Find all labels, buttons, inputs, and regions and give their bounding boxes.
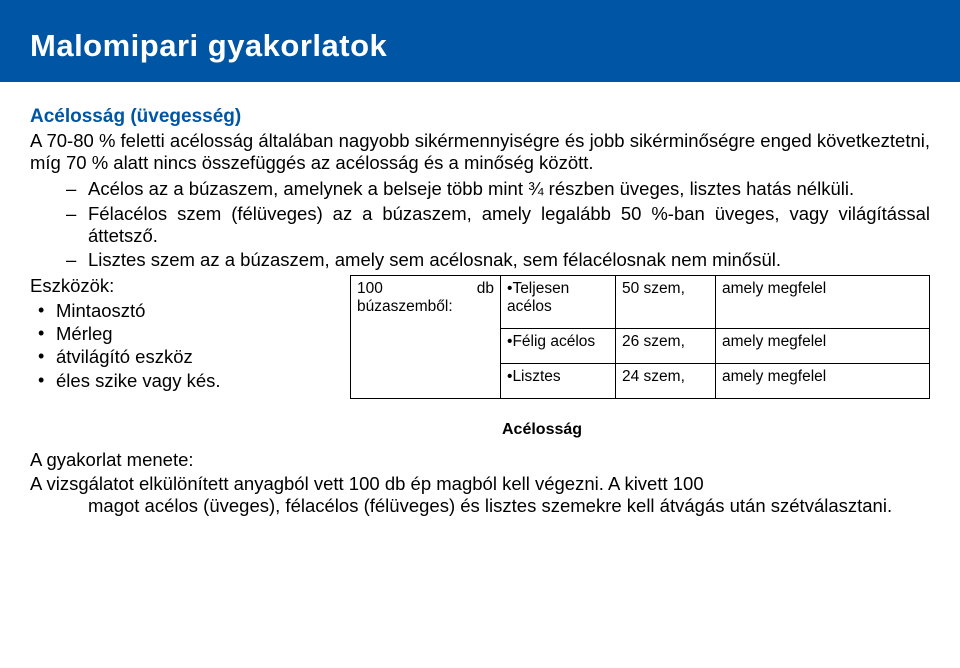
- table-cell: Lisztes: [501, 364, 616, 399]
- definition-list: Acélos az a búzaszem, amelynek a belseje…: [30, 178, 930, 271]
- slide-content: Acélosság (üvegesség) A 70-80 % feletti …: [0, 82, 960, 538]
- table-cell: Félig acélos: [501, 329, 616, 364]
- table-cell: amely megfelel: [716, 276, 930, 329]
- tools-and-table-row: Eszközök: Mintaosztó Mérleg átvilágító e…: [30, 275, 930, 399]
- col1-num: 100: [357, 280, 383, 298]
- table-row: 100 db búzaszemből: Teljesen acélos 50 s…: [351, 276, 930, 329]
- table-cell: amely megfelel: [716, 329, 930, 364]
- cell-text: Lisztes: [512, 368, 560, 385]
- col1-label: búzaszemből:: [357, 298, 494, 316]
- definition-item: Lisztes szem az a búzaszem, amely sem ac…: [88, 249, 930, 271]
- tool-item: éles szike vagy kés.: [56, 369, 330, 392]
- procedure-line1: A vizsgálatot elkülönített anyagból vett…: [30, 473, 704, 494]
- procedure-body: A vizsgálatot elkülönített anyagból vett…: [30, 473, 930, 517]
- col1-unit: db: [477, 280, 494, 298]
- procedure-line2: magot acélos (üveges), félacélos (félüve…: [30, 495, 892, 516]
- table-cell: 26 szem,: [616, 329, 716, 364]
- acel-table: 100 db búzaszemből: Teljesen acélos 50 s…: [350, 275, 930, 399]
- tools-list: Mintaosztó Mérleg átvilágító eszköz éles…: [30, 299, 330, 392]
- tools-block: Eszközök: Mintaosztó Mérleg átvilágító e…: [30, 275, 330, 392]
- cell-text: Félig acélos: [512, 333, 595, 350]
- table-cell: Teljesen acélos: [501, 276, 616, 329]
- tools-heading: Eszközök:: [30, 275, 330, 297]
- tool-item: Mintaosztó: [56, 299, 330, 322]
- intro-paragraph: A 70-80 % feletti acélosság általában na…: [30, 130, 930, 174]
- tool-item: átvilágító eszköz: [56, 345, 330, 368]
- table-cell: 24 szem,: [616, 364, 716, 399]
- acel-table-wrap: 100 db búzaszemből: Teljesen acélos 50 s…: [350, 275, 930, 399]
- slide-title: Malomipari gyakorlatok: [30, 28, 930, 64]
- section-title: Acélosság (üvegesség): [30, 106, 930, 128]
- table-cell-source: 100 db búzaszemből:: [351, 276, 501, 399]
- procedure-heading: A gyakorlat menete:: [30, 449, 930, 471]
- cell-text: Teljesen acélos: [507, 280, 569, 315]
- mid-heading: Acélosság: [30, 421, 930, 439]
- table-cell: 50 szem,: [616, 276, 716, 329]
- table-cell: amely megfelel: [716, 364, 930, 399]
- tool-item: Mérleg: [56, 322, 330, 345]
- slide-header: Malomipari gyakorlatok: [0, 0, 960, 82]
- definition-item: Félacélos szem (félüveges) az a búzaszem…: [88, 203, 930, 247]
- definition-item: Acélos az a búzaszem, amelynek a belseje…: [88, 178, 930, 200]
